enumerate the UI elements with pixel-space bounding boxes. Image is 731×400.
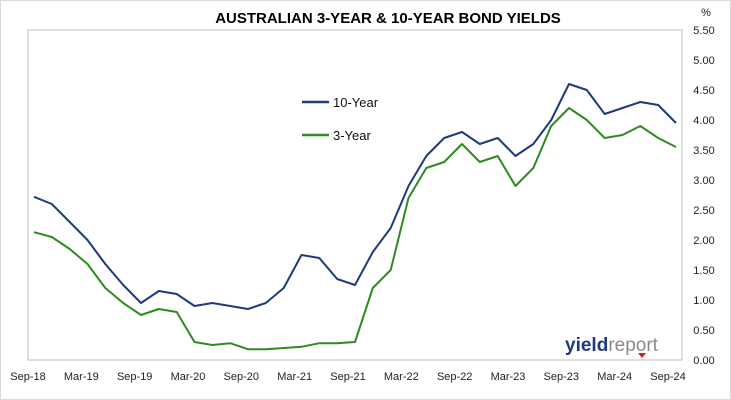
series-line-10-year [33,83,677,310]
y-tick-label: 2.50 [693,205,714,217]
x-tick-label: Mar-20 [171,371,206,383]
y-tick-label: 0.50 [693,325,714,337]
x-tick-label: Sep-21 [330,371,365,383]
y-tick-label: 5.00 [693,55,714,67]
plot-area [27,29,683,361]
x-tick-label: Mar-22 [384,371,419,383]
x-tick-label: Mar-19 [64,371,99,383]
x-tick-label: Sep-19 [117,371,152,383]
y-tick-label: 3.50 [693,145,714,157]
x-tick-label: Sep-18 [10,371,45,383]
y-tick-label: 1.00 [693,295,714,307]
chart-title: AUSTRALIAN 3-YEAR & 10-YEAR BOND YIELDS [215,10,561,27]
logo-part-report: report [608,335,658,356]
series-layer [33,83,677,351]
series-line-3-year [33,107,677,351]
y-tick-label: 1.50 [693,265,714,277]
logo-part-yield: yield [565,335,608,356]
x-axis: Sep-18 Mar-19 Sep-19 Mar-20 Sep-20 Mar-21 Sep-… [10,371,685,383]
y-tick-label: 3.00 [693,175,714,187]
legend-label: 3-Year [333,128,371,143]
x-tick-label: Sep-24 [650,371,685,383]
x-tick-label: Mar-24 [597,371,632,383]
logo-text: yieldreport [565,335,659,356]
x-tick-label: Mar-23 [491,371,526,383]
y-tick-label: 5.50 [693,25,714,37]
x-tick-label: Sep-20 [224,371,259,383]
legend-label: 10-Year [333,95,379,110]
y-tick-label: 4.00 [693,115,714,127]
x-tick-label: Sep-23 [544,371,579,383]
yieldreport-logo: yieldreport [565,335,659,358]
y-tick-label: 2.00 [693,235,714,247]
x-tick-label: Sep-22 [437,371,472,383]
y-tick-label: 4.50 [693,85,714,97]
legend: 10-Year 3-Year [302,95,379,143]
y-axis-unit-label: % [701,7,711,19]
x-tick-label: Mar-21 [277,371,312,383]
logo-marker-icon [638,353,646,358]
y-tick-label: 0.00 [693,355,714,367]
y-axis: 0.00 0.50 1.00 1.50 2.00 2.50 3.00 3.50 4.00 4.50… [693,25,714,367]
